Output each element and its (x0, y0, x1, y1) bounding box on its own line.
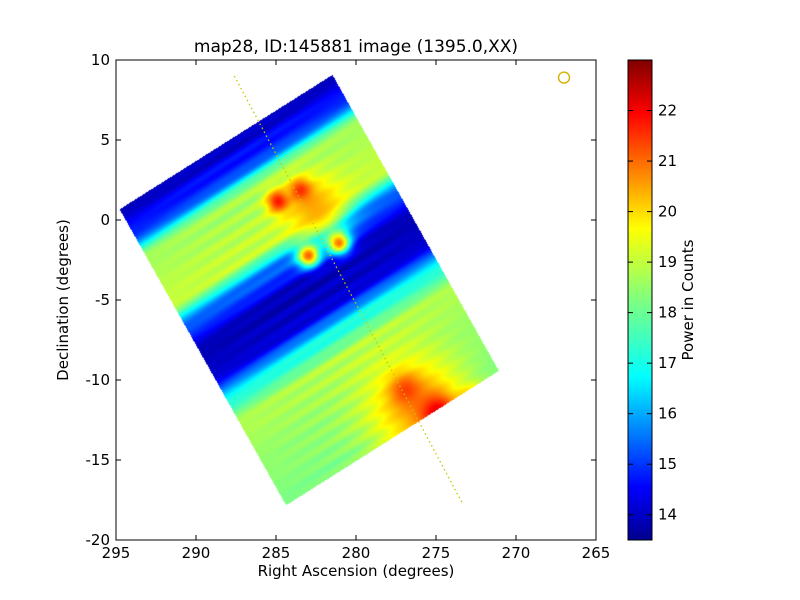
colorbar-tick-label: 16 (658, 405, 677, 423)
colorbar-tick-label: 19 (658, 253, 677, 271)
x-tick-label: 270 (502, 544, 531, 562)
heatmap-canvas (116, 60, 596, 540)
colorbar-tick-label: 14 (658, 506, 677, 524)
x-tick-label: 265 (582, 544, 611, 562)
plot-area: 295 290 285 280 275 270 265 10 5 0 -5 -10 -15 -20 (86, 51, 611, 562)
colorbar-tick-label: 15 (658, 455, 677, 473)
colorbar-tick-label: 20 (658, 203, 677, 221)
colorbar-fill (628, 60, 652, 540)
colorbar-tick-label: 21 (658, 152, 677, 170)
colorbar-tick-label: 22 (658, 102, 677, 120)
track-line (233, 75, 464, 506)
y-tick-label: 0 (100, 211, 110, 229)
x-tick-label: 290 (182, 544, 211, 562)
colorbar-frame (627, 59, 653, 541)
colorbar-ticks: 14 15 16 17 18 19 20 21 22 (628, 102, 677, 524)
y-tick-label: 5 (100, 131, 110, 149)
x-axis-label: Right Ascension (degrees) (258, 562, 455, 580)
x-axis-ticks: 295 290 285 280 275 270 265 (102, 60, 611, 562)
x-tick-label: 295 (102, 544, 131, 562)
overlays (233, 71, 571, 506)
y-tick-label: -5 (95, 291, 110, 309)
colorbar: 14 15 16 17 18 19 20 21 22 Power in Counts (627, 59, 697, 541)
y-tick-label: -10 (86, 371, 111, 389)
y-tick-label: -15 (86, 451, 111, 469)
y-tick-label: 10 (91, 51, 110, 69)
y-tick-label: -20 (86, 531, 111, 549)
colorbar-tick-label: 18 (658, 304, 677, 322)
x-tick-label: 280 (342, 544, 371, 562)
chart-title: map28, ID:145881 image (1395.0,XX) (194, 37, 518, 57)
colorbar-tick-label: 17 (658, 354, 677, 372)
heatmap (116, 60, 596, 540)
colorbar-label: Power in Counts (679, 239, 697, 360)
x-tick-label: 275 (422, 544, 451, 562)
y-axis-label: Declination (degrees) (54, 219, 72, 381)
y-axis-ticks: 10 5 0 -5 -10 -15 -20 (86, 51, 596, 549)
marker-circle (557, 71, 571, 84)
x-tick-label: 285 (262, 544, 291, 562)
